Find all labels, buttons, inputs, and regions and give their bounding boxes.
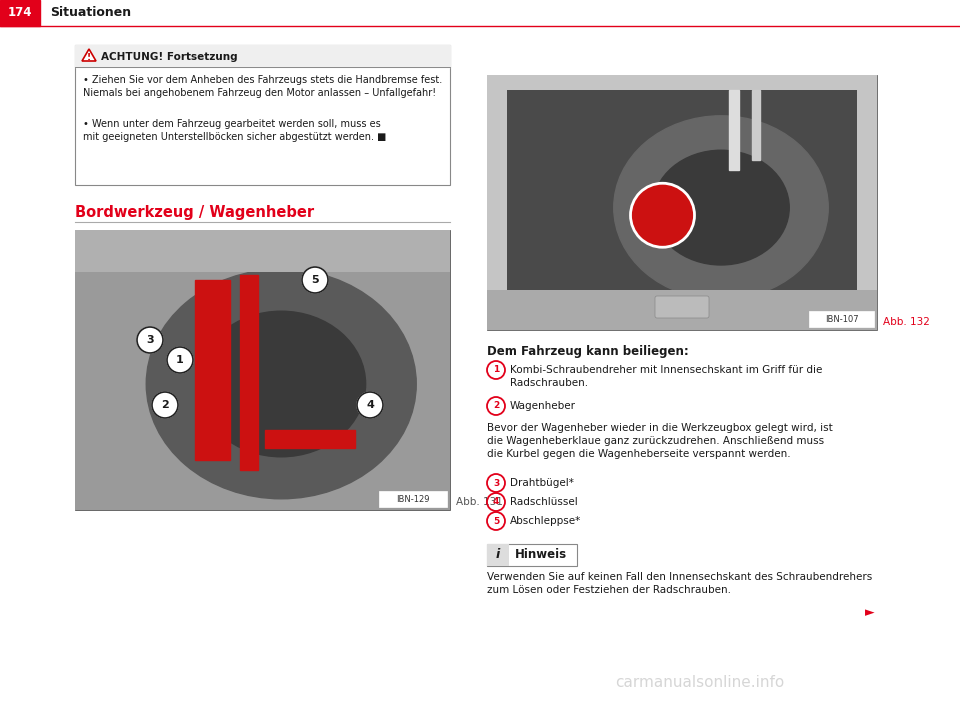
Text: 3: 3: [146, 335, 154, 345]
Bar: [75, 230, 450, 272]
Bar: [265, 430, 355, 448]
Ellipse shape: [653, 150, 789, 265]
Text: ►: ►: [865, 606, 875, 619]
Circle shape: [137, 327, 163, 353]
Text: Bordwerkzeug / Wagenheber: Bordwerkzeug / Wagenheber: [75, 205, 314, 220]
Bar: [809, 311, 874, 327]
Bar: [753, 90, 760, 160]
Text: 2: 2: [161, 400, 169, 410]
Text: carmanualsonline.info: carmanualsonline.info: [615, 675, 784, 690]
FancyBboxPatch shape: [655, 296, 709, 318]
Text: Drahtbügel*: Drahtbügel*: [510, 478, 574, 488]
Text: Verwenden Sie auf keinen Fall den Innensechskant des Schraubendrehers
zum Lösen : Verwenden Sie auf keinen Fall den Innens…: [487, 572, 873, 595]
Text: Hinweis: Hinweis: [515, 549, 567, 561]
Text: Radschlüssel: Radschlüssel: [510, 497, 578, 507]
Bar: [729, 90, 739, 170]
Text: Wagenheber: Wagenheber: [510, 401, 576, 411]
Bar: [240, 275, 258, 470]
Text: Kombi-Schraubendreher mit Innensechskant im Griff für die
Radschrauben.: Kombi-Schraubendreher mit Innensechskant…: [510, 365, 823, 388]
Bar: [379, 491, 447, 507]
Circle shape: [631, 183, 694, 247]
Text: 5: 5: [492, 517, 499, 525]
Bar: [487, 75, 877, 330]
Ellipse shape: [146, 269, 417, 499]
Text: 1: 1: [176, 355, 184, 365]
Circle shape: [302, 267, 328, 293]
Text: 1: 1: [492, 365, 499, 375]
Text: Situationen: Situationen: [50, 6, 132, 20]
Polygon shape: [82, 49, 96, 61]
Text: 4: 4: [366, 400, 374, 410]
Text: Abb. 131: Abb. 131: [456, 497, 503, 507]
Bar: [487, 290, 877, 330]
Bar: [487, 544, 509, 566]
Ellipse shape: [613, 116, 828, 299]
Circle shape: [167, 347, 193, 373]
Text: Dem Fahrzeug kann beiliegen:: Dem Fahrzeug kann beiliegen:: [487, 345, 688, 358]
Text: 5: 5: [311, 275, 319, 285]
Text: 4: 4: [492, 498, 499, 506]
Text: Abschleppse*: Abschleppse*: [510, 516, 581, 526]
Bar: [75, 45, 450, 185]
Text: !: !: [87, 52, 91, 62]
Bar: [487, 544, 577, 566]
Text: IBN-107: IBN-107: [825, 314, 858, 324]
Text: • Ziehen Sie vor dem Anheben des Fahrzeugs stets die Handbremse fest.
Niemals be: • Ziehen Sie vor dem Anheben des Fahrzeu…: [83, 75, 443, 98]
Circle shape: [152, 392, 178, 418]
Text: IBN-129: IBN-129: [396, 494, 430, 503]
Text: 2: 2: [492, 401, 499, 411]
Bar: [75, 45, 450, 67]
Bar: [195, 280, 230, 460]
Circle shape: [357, 392, 383, 418]
Text: 3: 3: [492, 479, 499, 488]
Bar: [75, 230, 450, 510]
Text: 174: 174: [8, 6, 33, 20]
Text: i: i: [496, 549, 500, 561]
Bar: [75, 230, 450, 510]
Bar: [487, 75, 877, 330]
Bar: [0, 0, 40, 26]
Text: Bevor der Wagenheber wieder in die Werkzeugbox gelegt wird, ist
die Wagenheberkl: Bevor der Wagenheber wieder in die Werkz…: [487, 423, 832, 459]
Text: ACHTUNG! Fortsetzung: ACHTUNG! Fortsetzung: [101, 52, 238, 62]
Bar: [507, 90, 857, 320]
Text: Abb. 132: Abb. 132: [883, 317, 930, 327]
Ellipse shape: [197, 312, 366, 457]
Text: • Wenn unter dem Fahrzeug gearbeitet werden soll, muss es
mit geeigneten Unterst: • Wenn unter dem Fahrzeug gearbeitet wer…: [83, 119, 386, 142]
